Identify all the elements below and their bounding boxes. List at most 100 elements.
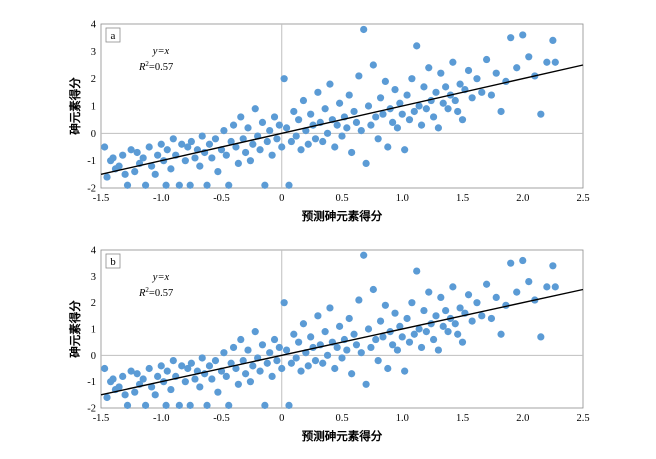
panel-label: a — [111, 30, 116, 42]
data-point — [234, 380, 242, 388]
data-point — [343, 346, 351, 354]
data-point — [413, 267, 421, 275]
x-tick-label: 0 — [279, 193, 284, 204]
data-point — [119, 372, 127, 380]
data-point — [417, 121, 426, 129]
data-point — [319, 137, 327, 146]
data-point — [432, 312, 440, 320]
x-tick-label: 2.0 — [516, 193, 529, 204]
data-point — [405, 338, 414, 346]
data-point — [444, 328, 452, 336]
data-point — [167, 165, 175, 173]
data-point — [437, 293, 445, 301]
data-point — [396, 322, 404, 330]
y-tick-label: 4 — [91, 246, 97, 257]
data-point — [549, 262, 557, 270]
data-point — [451, 320, 459, 328]
data-point — [175, 181, 183, 189]
data-point — [331, 364, 339, 373]
data-point — [401, 146, 409, 154]
x-tick-label: 0 — [279, 413, 284, 424]
data-point — [187, 137, 195, 146]
data-point — [384, 364, 392, 373]
data-point — [483, 280, 491, 288]
data-point — [483, 55, 491, 64]
data-point — [391, 86, 399, 94]
data-point — [384, 143, 392, 151]
data-point — [163, 146, 171, 154]
data-point — [437, 69, 445, 77]
data-point — [369, 285, 377, 294]
data-point — [464, 291, 473, 299]
data-point — [151, 170, 159, 178]
data-point — [307, 110, 315, 118]
data-point — [181, 378, 189, 386]
data-point — [326, 304, 334, 312]
data-point — [227, 137, 235, 146]
data-point — [304, 362, 312, 370]
data-point — [369, 61, 377, 69]
data-point — [178, 140, 186, 148]
panel-label-box — [105, 253, 121, 269]
x-tick-label: 2.0 — [516, 413, 529, 424]
data-point — [487, 314, 496, 323]
data-point — [497, 330, 505, 338]
data-point — [345, 91, 353, 99]
data-point — [468, 317, 476, 325]
data-point — [266, 349, 274, 357]
data-point — [420, 306, 428, 315]
data-point — [454, 107, 462, 116]
y-tick-label: 0 — [91, 129, 96, 140]
data-point — [273, 357, 281, 365]
data-point — [357, 349, 365, 357]
data-point — [285, 181, 293, 189]
data-point — [537, 110, 545, 118]
fit-line — [100, 288, 584, 396]
data-point — [244, 346, 252, 354]
data-point — [239, 357, 247, 365]
data-point — [295, 338, 303, 346]
data-point — [513, 64, 521, 72]
data-point — [244, 124, 252, 132]
data-point — [249, 362, 257, 370]
data-point — [381, 77, 389, 85]
data-point — [261, 401, 269, 409]
data-point — [251, 105, 259, 113]
data-point — [214, 388, 222, 396]
data-point — [345, 314, 353, 323]
data-point — [234, 159, 242, 167]
data-point — [263, 359, 271, 367]
data-point — [148, 162, 156, 170]
data-point — [444, 105, 452, 113]
data-point — [314, 88, 322, 96]
y-tick-label: -2 — [87, 404, 96, 415]
data-point — [422, 105, 430, 113]
data-point — [497, 107, 505, 116]
data-point — [393, 124, 402, 132]
data-point — [246, 378, 255, 386]
data-point — [154, 372, 162, 380]
data-point — [321, 105, 329, 113]
data-point — [478, 88, 486, 96]
data-point — [410, 330, 418, 338]
plot-frame — [100, 249, 584, 409]
data-point — [290, 330, 298, 338]
x-tick-label: -1.5 — [93, 193, 110, 204]
fit-line — [100, 64, 584, 176]
data-point — [282, 346, 291, 354]
data-point — [109, 154, 117, 162]
data-point — [507, 259, 515, 267]
data-point — [242, 148, 250, 157]
data-point — [280, 299, 288, 307]
data-point — [227, 359, 235, 367]
data-point — [348, 370, 356, 378]
data-point — [432, 88, 440, 96]
data-point — [121, 391, 129, 399]
data-point — [543, 58, 551, 66]
data-point — [119, 151, 127, 159]
y-axis-label: 砷元素得分 — [68, 300, 82, 358]
data-point — [275, 343, 283, 352]
data-point — [273, 135, 281, 143]
y-tick-label: 2 — [91, 298, 96, 309]
data-point — [275, 121, 283, 129]
